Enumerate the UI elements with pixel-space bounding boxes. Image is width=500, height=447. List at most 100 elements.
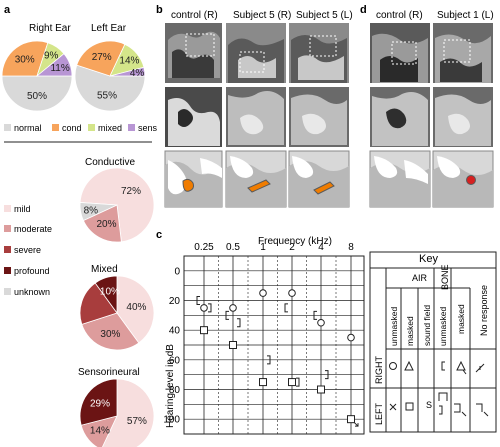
legend-mixed: mixed <box>98 123 122 133</box>
key-symbol-left-noresp-2 <box>476 403 489 417</box>
audiogram-point-left-bracket <box>313 310 317 320</box>
conductive-title: Conductive <box>85 157 135 168</box>
audiogram-point-right-bracket <box>237 318 241 328</box>
y-tick-label: 20 <box>169 296 181 307</box>
legend-swatch-mild <box>4 205 11 212</box>
pie-slice-normal <box>1 75 73 112</box>
key-symbol-left-noresp-1 <box>454 403 467 417</box>
audiogram-point-circle <box>288 289 296 297</box>
legend-swatch-unknown <box>4 288 11 295</box>
legend-normal: normal <box>14 123 42 133</box>
audiogram-point-square <box>229 341 237 349</box>
key-symbol-right-noresp-2 <box>475 363 485 373</box>
ear-legend: normal cond mixed sens <box>4 123 158 133</box>
legend-sens: sens <box>138 123 158 133</box>
pie-slice-sens <box>35 53 73 77</box>
b-title-subject5-l: Subject 5 (L) <box>296 10 353 21</box>
severity-legend: mild moderate severe profound unknown <box>4 204 52 297</box>
pie-slice-profound <box>94 275 118 315</box>
audiogram-point-square <box>200 326 208 335</box>
audiogram-point-right-bracket <box>325 370 329 380</box>
pie-sensorineural: 57% 14% 29% <box>79 378 155 447</box>
legend-swatch-moderate <box>4 225 11 232</box>
key-symbol-right-noresp-1 <box>456 360 467 375</box>
pie-label-profound: 29% <box>90 398 110 409</box>
ct-row-3-diagrams <box>164 150 350 208</box>
legend-mild: mild <box>14 204 31 214</box>
pie-slice-severe <box>79 282 118 325</box>
audiogram-point-square <box>347 415 355 424</box>
key-symbol-right-air-unmasked <box>389 362 397 370</box>
b-title-control: control (R) <box>171 10 218 21</box>
key-symbol-left-air-unmasked <box>389 403 397 411</box>
d-ct-row-1 <box>370 23 493 83</box>
y-tick-label: 80 <box>169 385 181 396</box>
pie-slice-cond <box>76 40 126 77</box>
x-tick-label: 0.5 <box>226 242 240 253</box>
key-symbol-right-air-masked <box>404 360 414 371</box>
legend-profound: profound <box>14 266 50 276</box>
panel-label-c: c <box>156 229 162 241</box>
audiogram-point-right-bracket <box>296 377 300 387</box>
x-tick-label: 0.25 <box>194 242 214 253</box>
pie-label-moderate: 20% <box>96 219 116 230</box>
key-left: LEFT <box>374 402 384 425</box>
audiogram-y-label: Hearing level in dB <box>165 344 176 428</box>
legend-severe: severe <box>14 245 41 255</box>
right-ear-title: Right Ear <box>29 23 71 34</box>
audiogram-point-square <box>259 378 267 387</box>
pie-left-ear: 55% 27% 14% 4% <box>74 40 146 112</box>
d-ct-row-2 <box>370 87 493 147</box>
legend-moderate: moderate <box>14 224 52 234</box>
key-air-unmasked: unmasked <box>389 307 399 346</box>
audiogram-point-circle <box>259 289 267 297</box>
pie-label-mixed: 14% <box>119 55 139 66</box>
d-ct-row-3-diagrams <box>369 150 494 208</box>
x-tick-label: 2 <box>289 242 295 253</box>
pie-label-sens: 11% <box>50 63 69 74</box>
pie-slice-mild <box>116 275 155 344</box>
orange-structure-subject5-r <box>247 179 271 193</box>
pie-mixed: 40% 30% 10% <box>79 275 155 351</box>
pie-right-ear: 50% 30% 9%11% <box>1 40 73 112</box>
key-border <box>369 251 497 433</box>
x-tick-label: 1 <box>260 242 266 253</box>
key-bone-unmasked: unmasked <box>438 307 448 346</box>
pie-label-mild: 57% <box>127 416 147 427</box>
audiogram-point-circle <box>229 304 237 312</box>
y-tick-label: 100 <box>163 415 180 426</box>
pie-label-mixed: 9% <box>44 51 59 62</box>
pie-conductive: 72% 20% 8% <box>79 167 155 243</box>
pie-label-mild: 40% <box>126 302 146 313</box>
key-air: AIR <box>412 273 428 283</box>
pie-slice-cond <box>1 40 49 77</box>
x-tick-label: 4 <box>318 242 324 253</box>
pie-label-cond: 27% <box>92 52 112 63</box>
y-tick-label: 0 <box>174 266 180 277</box>
key-air-masked: masked <box>405 316 415 346</box>
left-ear-title: Left Ear <box>91 23 127 34</box>
audiogram-point-circle <box>317 318 325 327</box>
pie-slice-sens <box>109 66 146 77</box>
key-symbol-right-bone-masked <box>438 392 448 401</box>
key-symbol-left-bone-unmasked <box>439 405 443 415</box>
panel-label-a: a <box>4 4 11 16</box>
legend-unknown: unknown <box>14 287 50 297</box>
audiogram-point-right-bracket <box>208 303 212 313</box>
key-symbol-s: S <box>426 400 432 410</box>
key-title: Key <box>419 253 438 265</box>
pie-slice-profound <box>79 378 118 426</box>
pie-label-profound: 10% <box>100 287 120 298</box>
audiogram-point-left-bracket <box>225 310 229 320</box>
pie-label-mild: 72% <box>121 186 141 197</box>
x-tick-label: 8 <box>348 242 354 253</box>
key-no-response: No response <box>479 285 489 336</box>
legend-swatch-mixed <box>88 124 95 131</box>
pie-label-moderate: 14% <box>90 426 110 437</box>
key-right: RIGHT <box>374 356 384 385</box>
pie-label-sens: 4% <box>130 68 145 79</box>
pie-slice-mild <box>101 378 155 447</box>
b-title-subject5-r: Subject 5 (R) <box>233 10 291 21</box>
audiogram-no-response-arrow <box>353 421 359 427</box>
